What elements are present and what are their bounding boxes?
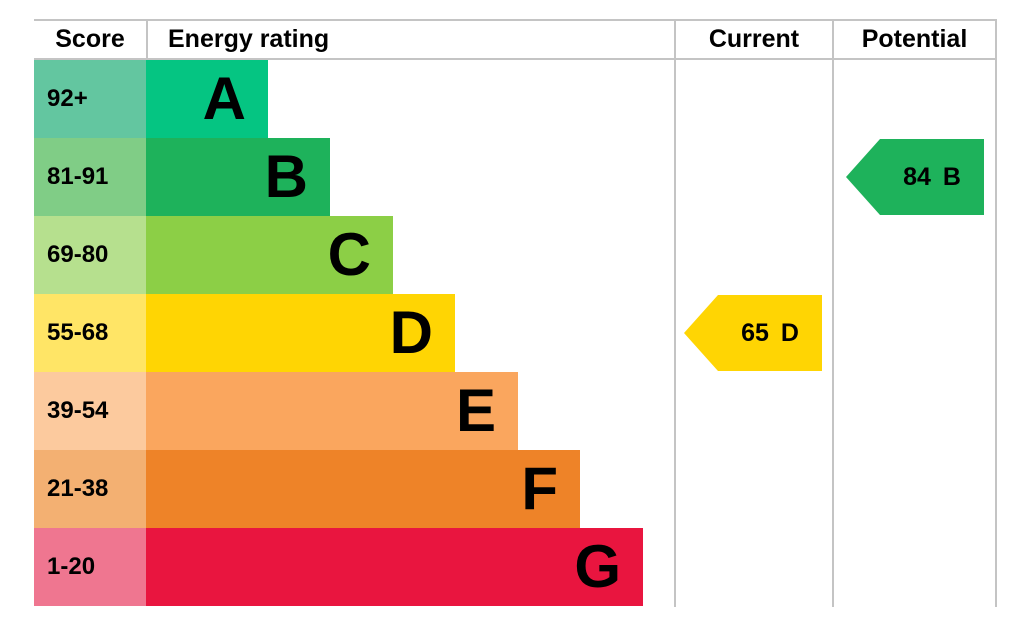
rating-bar: B [146,138,330,216]
current-column-divider [674,19,676,607]
epc-row: 92+ A [34,60,997,138]
epc-row: 21-38 F [34,450,997,528]
current-band-letter: D [780,318,799,347]
score-cell: 69-80 [34,216,146,294]
energy-rating-column-header: Energy rating [168,25,330,53]
rating-bar: F [146,450,580,528]
epc-row: 39-54 E [34,372,997,450]
current-rating-label: 65 D [718,295,822,371]
rating-letter: A [202,65,246,132]
left-arrow-shape-icon [684,295,822,371]
rating-bar: D [146,294,455,372]
rating-letter: E [455,377,496,444]
potential-rating-label: 84 B [880,139,984,215]
score-cell: 39-54 [34,372,146,450]
rating-letter: D [389,299,433,366]
score-cell: 92+ [34,60,146,138]
epc-row: 55-68 D [34,294,997,372]
rating-bar: A [146,60,268,138]
rating-letter: B [264,143,308,210]
potential-band-letter: B [942,162,961,191]
current-rating-arrow: 65 D [684,295,822,371]
epc-rating-chart: Score Energy rating Current Potential 92… [34,19,997,611]
rating-bar: C [146,216,393,294]
chart-top-border [34,19,997,21]
chart-right-border [995,19,997,607]
score-cell: 1-20 [34,528,146,606]
current-score-value: 65 [741,318,769,347]
header-bottom-border [34,58,997,60]
score-column-header: Score [55,25,125,53]
rating-letter: F [521,455,558,522]
epc-row: 69-80 C [34,216,997,294]
rating-bar: E [146,372,518,450]
potential-rating-arrow: 84 B [846,139,984,215]
potential-score-value: 84 [903,162,931,191]
score-cell: 81-91 [34,138,146,216]
rating-letter: C [327,221,371,288]
rating-bar: G [146,528,643,606]
score-column-divider [146,19,148,60]
potential-column-divider [832,19,834,607]
epc-rows: 92+ A 81-91 B 69-80 C 55-68 D 39-54 E 21… [34,60,997,606]
score-cell: 55-68 [34,294,146,372]
rating-letter: G [574,533,621,600]
epc-row: 1-20 G [34,528,997,606]
potential-column-header: Potential [861,25,968,53]
current-column-header: Current [708,25,800,53]
left-arrow-shape-icon [846,139,984,215]
score-cell: 21-38 [34,450,146,528]
epc-row: 81-91 B [34,138,997,216]
